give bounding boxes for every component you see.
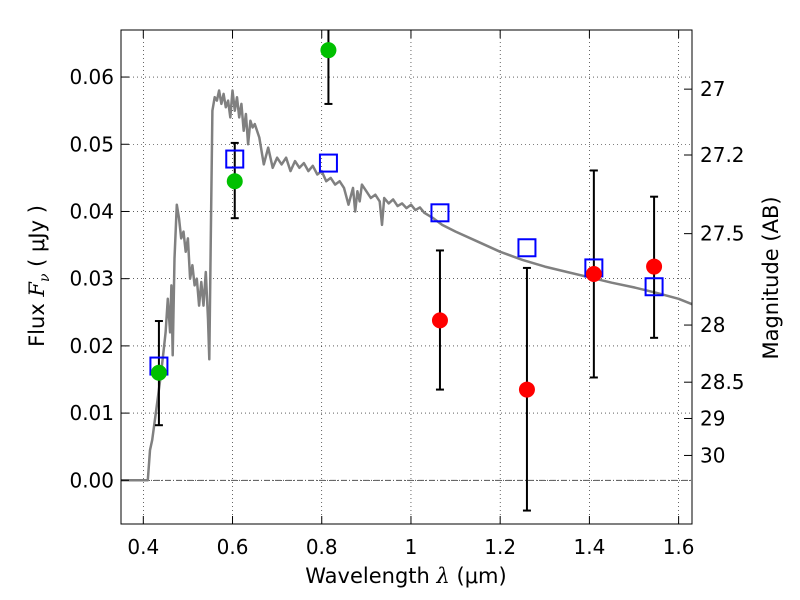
x-tick-label: 1.6 (663, 535, 695, 559)
x-tick-label: 0.6 (217, 535, 249, 559)
model-square (644, 277, 664, 297)
y-axis-symbol: F (25, 281, 49, 298)
model-square (318, 153, 338, 173)
data-point-red (431, 312, 448, 329)
y2-tick-label: 28.5 (700, 370, 745, 394)
y-tick-label: 0.04 (69, 199, 114, 223)
y2-tick-label: 30 (700, 443, 725, 467)
x-axis-unit: (μm) (450, 564, 507, 588)
y-tick-label: 0.06 (69, 65, 114, 89)
data-point-red (585, 265, 602, 282)
x-tick-label: 1.2 (484, 535, 516, 559)
axis-ticks: 0.4 0.6 0.8 1 1.2 1.4 1.6 0.00 0.01 0.02 0.03 0.04 0… (69, 30, 745, 559)
y2-tick-label: 27.2 (700, 143, 745, 167)
sed-line (121, 89, 693, 482)
data-point-red (646, 258, 663, 275)
model-square (517, 238, 537, 258)
x-tick-label: 1 (405, 535, 418, 559)
data-point-red (518, 381, 535, 398)
y-axis-label: Flux Fν ( μJy ) (25, 205, 53, 347)
x-axis-label-prefix: Wavelength (305, 564, 436, 588)
y-axis-subscript: ν (37, 273, 53, 282)
data-point-green (320, 42, 337, 59)
model-photometry-squares (149, 149, 664, 376)
x-axis-label: Wavelength λ (μm) (305, 564, 506, 588)
y-tick-label: 0.03 (69, 267, 114, 291)
y2-axis-label: Magnitude (AB) (759, 196, 783, 359)
observed-flux-points (150, 42, 663, 398)
y2-tick-label: 29 (700, 406, 725, 430)
y2-tick-label: 28 (700, 313, 725, 337)
y-tick-label: 0.00 (69, 468, 114, 492)
model-square (225, 149, 245, 169)
model-sed-curve (121, 89, 693, 482)
x-tick-label: 0.4 (127, 535, 159, 559)
y2-tick-label: 27.5 (700, 222, 745, 246)
y-tick-label: 0.05 (69, 132, 114, 156)
x-tick-label: 0.8 (306, 535, 338, 559)
y-tick-label: 0.01 (69, 401, 114, 425)
y-tick-label: 0.02 (69, 334, 114, 358)
plot-frame (120, 29, 693, 525)
data-point-green (226, 173, 243, 190)
y-axis-label-prefix: Flux (25, 297, 49, 347)
y2-tick-label: 27 (700, 77, 725, 101)
model-square (430, 203, 450, 223)
data-point-green (150, 364, 167, 381)
y-axis-unit: ( μJy ) (25, 205, 49, 273)
x-tick-label: 1.4 (573, 535, 605, 559)
x-axis-symbol: λ (436, 564, 450, 588)
